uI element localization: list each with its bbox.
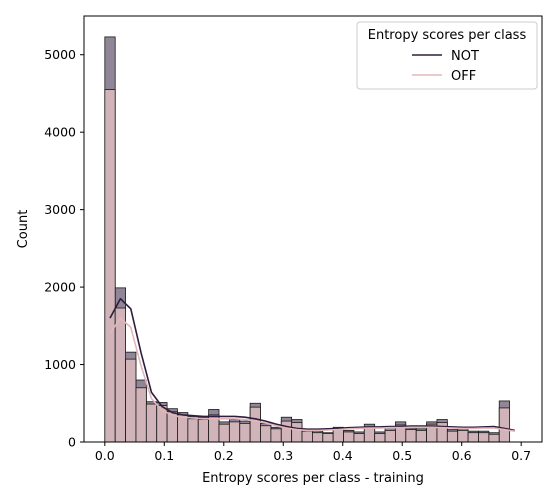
y-tick-label-5: 5000: [44, 47, 76, 62]
bar-off-8: [187, 418, 199, 443]
bar-off-4: [145, 403, 158, 443]
bar-off-13: [239, 423, 251, 443]
bar-off-11: [218, 423, 230, 443]
x-tick-label-2: 0.2: [214, 448, 234, 463]
bar-off-38: [498, 407, 511, 443]
bar-off-29: [405, 429, 417, 443]
series-not-bars: [104, 36, 511, 443]
x-tick-label-3: 0.3: [273, 448, 293, 463]
plot-area: [83, 15, 543, 443]
bar-off-25: [363, 426, 376, 443]
legend-box: [356, 21, 538, 90]
legend: Entropy scores per class NOT OFF: [356, 21, 538, 90]
bar-off-21: [322, 433, 334, 443]
bar-off-9: [197, 419, 210, 443]
bar-off-30: [415, 429, 427, 443]
y-tick-label-0: 0: [68, 435, 76, 450]
bar-off-2: [125, 358, 137, 443]
bar-off-7: [177, 414, 189, 443]
x-tick-label-5: 0.5: [392, 448, 412, 463]
y-axis-label: Count: [16, 210, 31, 249]
bar-off-24: [353, 433, 365, 443]
bar-off-35: [467, 432, 479, 443]
kde-line-off: [109, 317, 515, 432]
bar-off-0: [104, 89, 116, 443]
bar-off-19: [301, 430, 313, 443]
x-tick-label-0: 0.0: [95, 448, 115, 463]
bar-off-1: [114, 307, 126, 443]
x-axis-ticks: 0.0 0.1 0.2 0.3 0.4 0.5 0.6 0.7: [95, 442, 531, 463]
bar-off-32: [436, 422, 448, 443]
bar-off-20: [312, 432, 324, 443]
y-tick-label-3: 3000: [44, 202, 76, 217]
bar-off-12: [228, 421, 241, 443]
bar-off-16: [270, 428, 282, 443]
kde-lines: [109, 297, 515, 432]
x-tick-label-1: 0.1: [154, 448, 174, 463]
bar-off-23: [343, 431, 355, 443]
y-tick-label-1: 1000: [44, 357, 76, 372]
legend-label-off: OFF: [451, 69, 476, 84]
series-off-bars: [104, 89, 511, 443]
x-tick-label-4: 0.4: [333, 448, 353, 463]
bar-off-37: [488, 433, 500, 443]
bar-off-15: [260, 425, 272, 443]
x-tick-label-6: 0.6: [452, 448, 472, 463]
kde-line-not: [109, 297, 515, 432]
bar-off-26: [374, 433, 386, 443]
bar-off-27: [384, 429, 396, 443]
y-axis-ticks: 0 1000 2000 3000 4000 5000: [44, 47, 84, 450]
bar-off-18: [291, 422, 303, 443]
bar-off-36: [478, 432, 490, 443]
bar-off-14: [249, 406, 261, 443]
y-tick-label-2: 2000: [44, 280, 76, 295]
legend-title: Entropy scores per class: [368, 28, 527, 43]
bar-off-34: [457, 429, 469, 443]
bar-off-22: [332, 429, 344, 443]
x-tick-label-7: 0.7: [511, 448, 531, 463]
y-tick-label-4: 4000: [44, 125, 76, 140]
bar-off-3: [135, 387, 147, 443]
x-axis-label: Entropy scores per class - training: [202, 471, 424, 486]
bar-off-17: [280, 420, 293, 443]
legend-label-not: NOT: [451, 49, 479, 64]
bar-off-33: [446, 430, 459, 443]
